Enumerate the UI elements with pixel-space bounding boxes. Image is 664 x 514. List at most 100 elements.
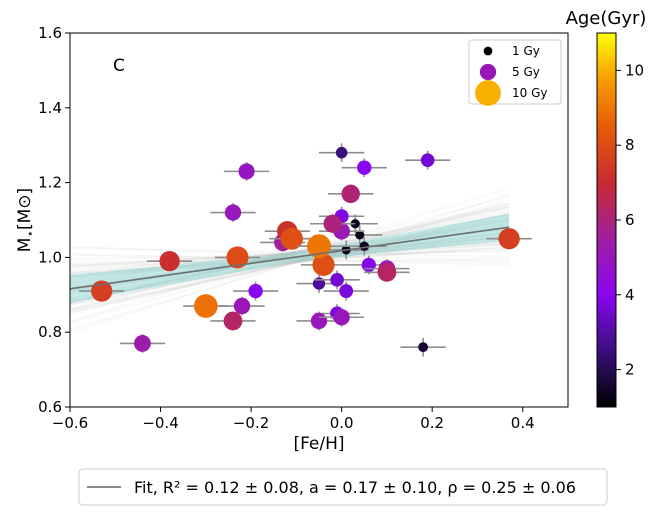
x-tick-label: 0.2 (420, 414, 444, 432)
data-point (312, 253, 335, 276)
scatter-points (79, 143, 532, 357)
fit-sample-line (70, 220, 510, 285)
star-point (210, 203, 256, 222)
data-point (323, 214, 342, 233)
star-point (232, 281, 279, 301)
fit-sample-line (70, 253, 510, 267)
star-point (146, 250, 193, 272)
data-point (248, 283, 263, 299)
fit-sample-line (70, 195, 510, 311)
data-point (280, 227, 303, 250)
data-point (134, 334, 151, 352)
colorbar-tick-label: 8 (625, 136, 635, 154)
x-tick-label: 0.0 (330, 414, 354, 432)
star-point (314, 270, 360, 290)
fit-sample-line (70, 240, 510, 267)
y-axis-label-main: M (15, 238, 35, 253)
fit-sample-line (70, 250, 510, 261)
data-point (333, 309, 350, 326)
fit-sample-line (70, 254, 510, 264)
fit-sample-line (70, 216, 510, 312)
fit-sample-line (70, 245, 510, 278)
fit-sample-line (70, 230, 510, 297)
fit-sample-line (70, 241, 510, 267)
size-legend-marker (475, 80, 501, 106)
data-point (224, 204, 242, 221)
fit-legend: Fit, R² = 0.12 ± 0.08, a = 0.17 ± 0.10, … (78, 468, 608, 506)
fit-sample-line (70, 218, 510, 310)
size-legend-label: 1 Gy (512, 44, 540, 58)
fit-sample-line (70, 205, 510, 302)
fit-sample-line (70, 242, 510, 283)
fit-legend-label: Fit, R² = 0.12 ± 0.08, a = 0.17 ± 0.10, … (134, 478, 576, 497)
x-tick-label: −0.6 (52, 414, 88, 432)
star-point (223, 162, 270, 181)
size-legend-label: 5 Gy (512, 65, 540, 79)
fit-sample-line (70, 217, 510, 294)
star-point (214, 246, 261, 269)
fit-sample-line (70, 234, 510, 292)
fit-sample-line (70, 206, 510, 304)
data-point (418, 342, 429, 353)
colorbar-tick-label: 4 (625, 286, 635, 304)
data-point (339, 284, 354, 298)
fit-sample-line (70, 234, 510, 273)
star-point (296, 234, 342, 259)
star-point (486, 228, 532, 250)
fit-sample-line (70, 202, 510, 305)
x-tick-label: −0.4 (142, 414, 178, 432)
fit-sample-line (70, 187, 510, 323)
fit-sample-line (70, 257, 510, 266)
data-point (223, 311, 243, 331)
x-tick-label: 0.4 (511, 414, 535, 432)
fit-sample-line (70, 211, 510, 314)
fit-sample-line (70, 205, 510, 305)
data-point (307, 234, 331, 259)
axes: −0.6 −0.4 −0.2 0.0 0.2 0.4 0.6 0.8 1.0 1.2 1.4 1.6 (38, 24, 535, 432)
fit-sample-line (70, 246, 510, 276)
y-axis-label: M⋆[M⊙] (15, 188, 37, 252)
y-axis-label-unit: [M⊙] (15, 188, 35, 230)
size-legend-marker (483, 46, 493, 56)
fit-sample-line (70, 234, 510, 290)
colorbar: Age(Gyr) 2 4 6 8 10 (566, 8, 646, 408)
data-point (310, 312, 328, 330)
size-legend: 1 Gy 5 Gy 10 Gy (468, 39, 562, 106)
fit-sample-line (70, 215, 510, 311)
fit-sample-line (70, 208, 510, 303)
plot-frame (69, 32, 569, 408)
x-axis-label: [Fe/H] (293, 434, 344, 454)
star-point (119, 334, 166, 353)
star-point (183, 294, 229, 318)
fit-sample-line (70, 213, 510, 314)
fit-sample-line (70, 242, 510, 271)
star-point (364, 262, 410, 282)
fit-line (69, 226, 510, 290)
colorbar-tick-label: 2 (625, 361, 635, 379)
data-point (341, 184, 360, 204)
fit-sample-line (70, 213, 510, 307)
data-point (226, 246, 249, 269)
fit-sample-line (70, 202, 510, 324)
fit-sample-line (70, 217, 510, 306)
y-tick-label: 1.4 (38, 99, 62, 117)
data-point (355, 230, 365, 240)
star-point (319, 307, 365, 327)
fit-sample-line (70, 237, 510, 268)
y-axis-label-sub: ⋆ (23, 230, 37, 238)
y-tick-label: 1.0 (38, 248, 62, 266)
data-point (377, 262, 397, 282)
star-point (328, 184, 374, 204)
fit-sample-line (70, 212, 510, 315)
fit-sample-line (70, 246, 510, 258)
colorbar-gradient (596, 32, 617, 408)
y-tick-label: 1.2 (38, 174, 62, 192)
data-point (420, 153, 435, 167)
y-tick-label: 0.8 (38, 323, 62, 341)
panel-label: C (113, 56, 125, 76)
size-legend-marker (479, 63, 497, 81)
data-point (357, 160, 372, 175)
colorbar-tick-label: 10 (625, 61, 644, 79)
star-point (405, 150, 451, 170)
star-point (210, 311, 256, 331)
